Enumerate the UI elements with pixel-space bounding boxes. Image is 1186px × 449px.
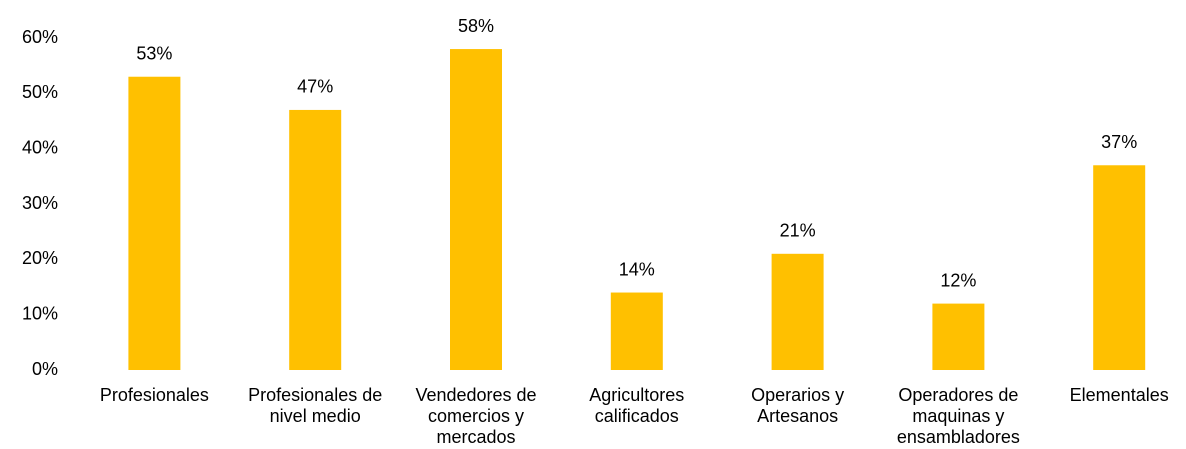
x-tick-label: Agricultores calificados: [589, 385, 684, 426]
bar: [932, 303, 985, 370]
y-tick-label: 50%: [22, 82, 58, 102]
bar: [128, 76, 181, 370]
x-tick-label: Profesionales: [100, 385, 209, 405]
data-label: 58%: [458, 16, 494, 36]
y-tick-label: 30%: [22, 193, 58, 213]
y-tick-label: 40%: [22, 137, 58, 157]
x-tick-label: Operadores de maquinas y ensambladores: [897, 385, 1020, 447]
bar: [289, 109, 342, 370]
data-label: 14%: [619, 259, 655, 279]
data-label: 21%: [780, 221, 816, 241]
y-tick-label: 10%: [22, 303, 58, 323]
y-tick-label: 60%: [22, 27, 58, 47]
x-tick-label: Vendedores de comercios y mercados: [415, 385, 536, 447]
bar: [1093, 165, 1146, 370]
bar: [450, 49, 502, 371]
data-label: 53%: [136, 43, 172, 63]
x-tick-label: Operarios y Artesanos: [751, 385, 844, 426]
data-label: 12%: [940, 270, 976, 290]
data-label: 37%: [1101, 132, 1137, 152]
x-tick-label: Elementales: [1070, 385, 1169, 405]
bar: [771, 253, 824, 370]
x-tick-label: Profesionales de nivel medio: [248, 385, 382, 426]
data-label: 47%: [297, 77, 333, 97]
y-tick-label: 0%: [32, 359, 58, 379]
y-tick-label: 20%: [22, 248, 58, 268]
bar: [610, 292, 663, 370]
